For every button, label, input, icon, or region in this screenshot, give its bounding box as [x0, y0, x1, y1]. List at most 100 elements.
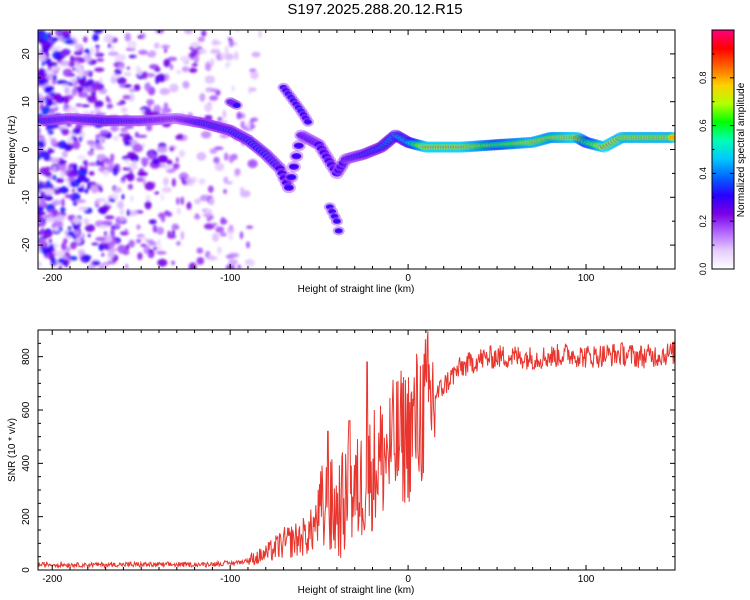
noise-blob [107, 42, 112, 49]
noise-blob [148, 50, 157, 58]
x-tick-label: 0 [405, 574, 411, 585]
noise-blob [217, 41, 222, 45]
noise-blob [76, 179, 82, 184]
noise-blob [81, 232, 85, 241]
noise-blob [45, 228, 52, 233]
noise-blob [251, 51, 261, 58]
noise-blob [84, 159, 88, 169]
noise-blob [44, 188, 55, 196]
noise-blob [144, 181, 155, 191]
noise-blob [73, 50, 83, 56]
noise-blob [90, 47, 95, 55]
noise-blob [87, 79, 95, 85]
noise-blob [72, 137, 78, 142]
noise-blob [145, 73, 156, 78]
noise-blob [75, 103, 83, 107]
noise-blob [179, 55, 191, 62]
noise-blob [67, 136, 74, 146]
noise-blob [99, 129, 110, 135]
noise-blob [200, 131, 212, 139]
noise-blob [181, 176, 185, 184]
noise-blob [71, 88, 78, 96]
noise-blob [153, 42, 160, 49]
noise-blob [210, 58, 215, 67]
noise-blob [210, 48, 221, 55]
noise-blob [169, 83, 179, 93]
noise-blob [112, 166, 119, 176]
y-tick-label: -10 [21, 190, 32, 205]
noise-blob [191, 176, 197, 181]
noise-blob [246, 225, 254, 229]
noise-blob [63, 95, 70, 104]
noise-blob [188, 262, 197, 269]
noise-blob [122, 249, 130, 256]
noise-blob [57, 159, 67, 165]
noise-blob [53, 104, 57, 109]
noise-blob [169, 146, 175, 152]
snr-plot-background [38, 330, 675, 570]
noise-blob [239, 187, 245, 192]
noise-blob [212, 232, 219, 242]
noise-blob [99, 77, 103, 84]
colorbar-tick-label: 0.4 [698, 167, 708, 180]
noise-blob [123, 159, 130, 164]
noise-blob [84, 188, 89, 194]
noise-speckle-group [38, 30, 262, 269]
noise-blob [102, 234, 113, 244]
noise-blob [132, 160, 137, 169]
noise-blob [236, 111, 242, 120]
colorbar-tick-label: 0.6 [698, 119, 708, 132]
noise-blob [231, 85, 236, 92]
noise-blob [83, 218, 90, 225]
noise-blob [258, 30, 262, 39]
noise-blob [166, 159, 173, 166]
noise-blob [228, 37, 232, 41]
noise-blob [57, 259, 65, 263]
noise-blob [99, 186, 103, 193]
noise-blob [145, 194, 151, 203]
noise-blob [53, 226, 60, 232]
noise-blob [70, 55, 74, 62]
noise-blob [157, 258, 168, 267]
noise-blob [214, 162, 225, 172]
noise-blob [190, 49, 198, 57]
noise-blob [198, 48, 207, 55]
track-core [333, 219, 340, 223]
noise-blob [118, 61, 125, 68]
noise-blob [113, 186, 122, 193]
noise-blob [58, 265, 62, 269]
heatmap-y-axis-label: Frequency (Hz) [7, 116, 18, 185]
noise-blob [78, 57, 86, 64]
y-tick-label: 0 [21, 146, 32, 152]
noise-blob [57, 250, 66, 258]
noise-blob [241, 113, 245, 119]
noise-blob [47, 149, 55, 154]
noise-blob [156, 251, 167, 255]
noise-blob [116, 54, 127, 61]
noise-blob [70, 241, 77, 250]
noise-blob [128, 88, 136, 93]
noise-blob [72, 140, 81, 150]
heatmap-plot-background [38, 30, 675, 269]
noise-blob [88, 171, 95, 176]
noise-blob [38, 188, 42, 194]
noise-blob [86, 95, 97, 103]
noise-blob [52, 74, 57, 82]
noise-blob [130, 195, 134, 203]
noise-blob [99, 224, 108, 229]
noise-blob [38, 140, 44, 145]
colorbar-tick-label: 0.8 [698, 72, 708, 85]
noise-blob [101, 252, 105, 257]
noise-blob [149, 151, 154, 160]
noise-blob [38, 261, 42, 268]
noise-blob [77, 186, 85, 193]
noise-blob [137, 171, 148, 177]
noise-blob [164, 165, 172, 171]
noise-blob [240, 120, 245, 130]
noise-blob [161, 107, 172, 114]
noise-blob [67, 226, 72, 231]
noise-blob [78, 206, 88, 212]
noise-blob [177, 133, 184, 140]
noise-blob [216, 246, 222, 254]
